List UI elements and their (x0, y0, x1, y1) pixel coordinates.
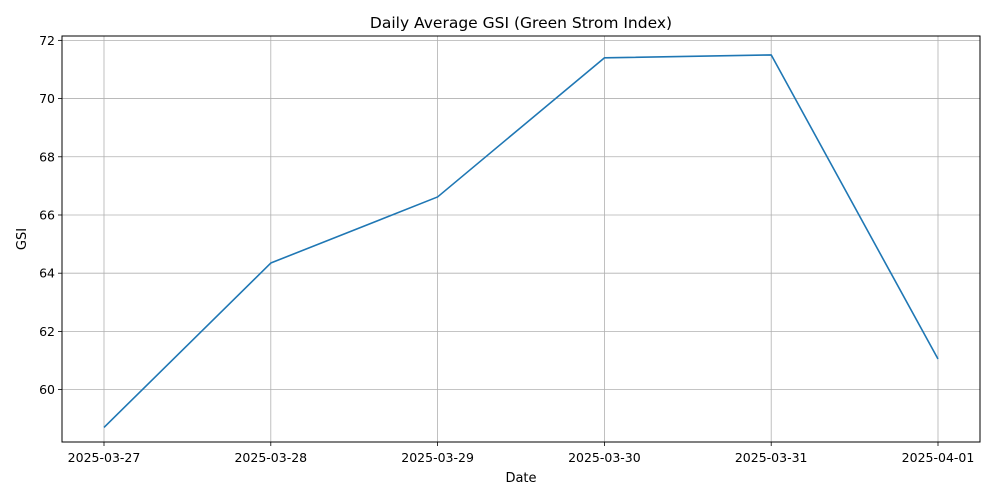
grid (62, 36, 980, 442)
series-layer (103, 54, 939, 429)
y-tick-label: 64 (39, 266, 55, 281)
y-tick-label: 72 (39, 33, 55, 48)
y-axis-label: GSI (15, 228, 30, 250)
x-tick-label: 2025-03-27 (68, 450, 141, 465)
y-tick-label: 60 (39, 382, 55, 397)
x-tick-label: 2025-03-31 (735, 450, 808, 465)
axes (61, 35, 981, 443)
plot-frame (61, 35, 981, 443)
tick-labels: 2025-03-27 2025-03-28 2025-03-29 2025-03-30… (39, 33, 974, 465)
y-tick-label: 68 (39, 149, 55, 164)
y-tick-label: 70 (39, 91, 55, 106)
y-tick-label: 66 (39, 207, 55, 222)
x-tick-label: 2025-03-28 (234, 450, 307, 465)
x-axis-label: Date (505, 471, 536, 486)
x-tick-label: 2025-03-30 (568, 450, 641, 465)
y-tick-label: 62 (39, 324, 55, 339)
x-tick-label: 2025-03-29 (401, 450, 474, 465)
series-line (103, 54, 939, 429)
x-tick-label: 2025-04-01 (902, 450, 975, 465)
chart-title: Daily Average GSI (Green Strom Index) (370, 14, 672, 32)
